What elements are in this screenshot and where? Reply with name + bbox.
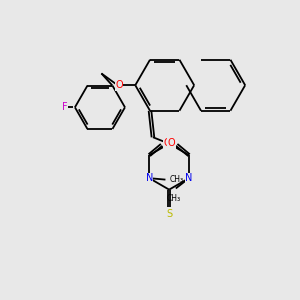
Text: CH₃: CH₃ [170,175,184,184]
Text: O: O [167,138,175,148]
Text: S: S [166,209,172,219]
Text: O: O [163,138,171,148]
Text: N: N [185,173,193,183]
Text: F: F [62,102,68,112]
Text: CH₃: CH₃ [167,194,181,203]
Text: N: N [146,173,153,183]
Text: O: O [115,80,123,90]
